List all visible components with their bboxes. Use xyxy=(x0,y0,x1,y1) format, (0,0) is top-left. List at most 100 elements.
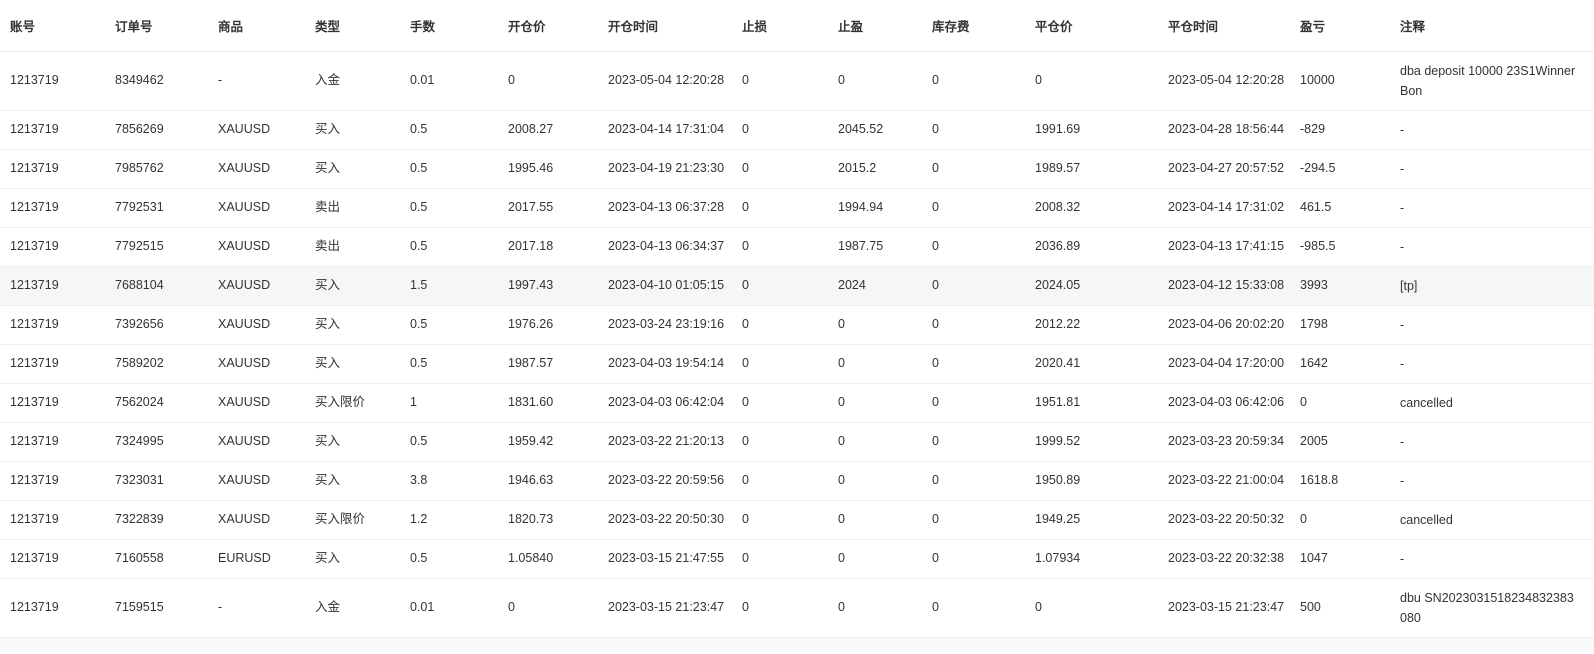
cell-stop_loss: 0 xyxy=(732,500,828,540)
cell-type: 买入 xyxy=(305,539,400,579)
cell-close_time: 2023-04-04 17:20:00 xyxy=(1158,344,1290,384)
cell-note: - xyxy=(1390,461,1594,501)
cell-open_price: 1995.46 xyxy=(498,149,598,189)
cell-open_price: 1.05840 xyxy=(498,539,598,579)
table-row[interactable]: 1213719 8349462- 入金 0.01 0 2023-05-04 12:20:2… xyxy=(0,51,1594,111)
cell-profit_loss: 0 xyxy=(1290,383,1390,423)
cell-note: - xyxy=(1390,305,1594,345)
cell-symbol: XAUUSD xyxy=(208,305,305,345)
table-row[interactable]: 1213719 7159515- 入金 0.01 0 2023-03-15 21:23:4… xyxy=(0,578,1594,638)
cell-storage_fee: 0 xyxy=(922,578,1025,638)
cell-account: 1213719 xyxy=(0,110,105,150)
cell-open_price: 2017.18 xyxy=(498,227,598,267)
cell-symbol: XAUUSD xyxy=(208,227,305,267)
cell-account: 1213719 xyxy=(0,266,105,306)
cell-close_price: 2008.32 xyxy=(1025,188,1158,228)
cell-symbol: XAUUSD xyxy=(208,149,305,189)
cell-close_time: 2023-04-03 06:42:06 xyxy=(1158,383,1290,423)
cell-lots: 0.5 xyxy=(400,149,498,189)
cell-stop_loss: 0 xyxy=(732,578,828,638)
cell-account: 1213719 xyxy=(0,461,105,501)
cell-take_profit: 1987.75 xyxy=(828,227,922,267)
cell-open_time: 2023-04-13 06:37:28 xyxy=(598,188,732,228)
column-header-open_price: 开仓价 xyxy=(498,0,598,52)
cell-open_price: 1976.26 xyxy=(498,305,598,345)
cell-lots: 1.2 xyxy=(400,500,498,540)
cell-close_time: 2023-03-22 21:00:04 xyxy=(1158,461,1290,501)
cell-storage_fee: 0 xyxy=(922,422,1025,462)
cell-symbol: XAUUSD xyxy=(208,422,305,462)
cell-open_time: 2023-04-19 21:23:30 xyxy=(598,149,732,189)
cell-storage_fee: 0 xyxy=(922,188,1025,228)
cell-storage_fee: 0 xyxy=(922,305,1025,345)
table-row[interactable]: 1213719 7323031 XAUUSD 买入 3.8 1946.63 2023-03-… xyxy=(0,461,1594,501)
cell-symbol: - xyxy=(208,578,305,638)
cell-open_time: 2023-04-13 06:34:37 xyxy=(598,227,732,267)
cell-storage_fee: 0 xyxy=(922,461,1025,501)
cell-order_no: 7160558 xyxy=(105,539,208,579)
cell-close_time: 2023-04-27 20:57:52 xyxy=(1158,149,1290,189)
cell-lots: 0.01 xyxy=(400,578,498,638)
cell-type: 卖出 xyxy=(305,227,400,267)
cell-take_profit: 0 xyxy=(828,51,922,111)
cell-account: 1213719 xyxy=(0,188,105,228)
column-header-stop_loss: 止损 xyxy=(732,0,828,52)
table-row[interactable]: 1213719 7160558 EURUSD 买入 0.5 1.05840 2023-03-… xyxy=(0,539,1594,579)
cell-symbol: XAUUSD xyxy=(208,344,305,384)
cell-order_no: 7322839 xyxy=(105,500,208,540)
cell-profit_loss: 461.5 xyxy=(1290,188,1390,228)
table-row[interactable]: 1213719 7392656 XAUUSD 买入 0.5 1976.26 2023-03-… xyxy=(0,305,1594,345)
table-row[interactable]: 1213719 7792515 XAUUSD 卖出 0.5 2017.18 2023-04-… xyxy=(0,227,1594,267)
cell-stop_loss: 0 xyxy=(732,383,828,423)
cell-symbol: XAUUSD xyxy=(208,500,305,540)
cell-account: 1213719 xyxy=(0,383,105,423)
cell-take_profit: 0 xyxy=(828,539,922,579)
cell-account: 1213719 xyxy=(0,344,105,384)
table-row[interactable]: 1213719 7322839 XAUUSD 买入限价 1.2 1820.73 2023-0… xyxy=(0,500,1594,540)
cell-note: - xyxy=(1390,227,1594,267)
cell-profit_loss: 1642 xyxy=(1290,344,1390,384)
cell-close_time: 2023-03-22 20:32:38 xyxy=(1158,539,1290,579)
cell-open_time: 2023-03-24 23:19:16 xyxy=(598,305,732,345)
cell-open_price: 1987.57 xyxy=(498,344,598,384)
cell-take_profit: 2024 xyxy=(828,266,922,306)
column-header-profit_loss: 盈亏 xyxy=(1290,0,1390,52)
cell-close_price: 1991.69 xyxy=(1025,110,1158,150)
cell-profit_loss: 2005 xyxy=(1290,422,1390,462)
cell-open_time: 2023-03-22 20:59:56 xyxy=(598,461,732,501)
cell-lots: 0.01 xyxy=(400,51,498,111)
cell-close_time: 2023-04-14 17:31:02 xyxy=(1158,188,1290,228)
cell-stop_loss: 0 xyxy=(732,461,828,501)
table-row[interactable]: 1213719 7856269 XAUUSD 买入 0.5 2008.27 2023-04-… xyxy=(0,110,1594,150)
cell-storage_fee: 0 xyxy=(922,149,1025,189)
table-row[interactable]: 1213719 7589202 XAUUSD 买入 0.5 1987.57 2023-04-… xyxy=(0,344,1594,384)
cell-profit_loss: 0 xyxy=(1290,500,1390,540)
cell-storage_fee: 0 xyxy=(922,500,1025,540)
table-row[interactable]: 1213719 7792531 XAUUSD 卖出 0.5 2017.55 2023-04-… xyxy=(0,188,1594,228)
table-row[interactable]: 1213719 7562024 XAUUSD 买入限价 1 1831.60 2023-04-… xyxy=(0,383,1594,423)
cell-symbol: XAUUSD xyxy=(208,266,305,306)
table-row[interactable]: 1213719 7324995 XAUUSD 买入 0.5 1959.42 2023-03-… xyxy=(0,422,1594,462)
column-header-note: 注释 xyxy=(1390,0,1594,52)
cell-take_profit: 0 xyxy=(828,461,922,501)
cell-open_price: 1959.42 xyxy=(498,422,598,462)
cell-account: 1213719 xyxy=(0,149,105,189)
orders-table-body: 1213719 8349462- 入金 0.01 0 2023-05-04 12:20:2… xyxy=(0,51,1594,638)
table-row[interactable]: 1213719 7688104 XAUUSD 买入 1.5 1997.43 2023-04-… xyxy=(0,266,1594,306)
cell-open_time: 2023-03-22 21:20:13 xyxy=(598,422,732,462)
cell-type: 买入 xyxy=(305,422,400,462)
cell-stop_loss: 0 xyxy=(732,539,828,579)
cell-open_time: 2023-03-15 21:23:47 xyxy=(598,578,732,638)
cell-profit_loss: 1618.8 xyxy=(1290,461,1390,501)
cell-symbol: EURUSD xyxy=(208,539,305,579)
cell-stop_loss: 0 xyxy=(732,110,828,150)
cell-note: - xyxy=(1390,422,1594,462)
cell-lots: 1.5 xyxy=(400,266,498,306)
table-row[interactable]: 1213719 7985762 XAUUSD 买入 0.5 1995.46 2023-04-… xyxy=(0,149,1594,189)
cell-profit_loss: 500 xyxy=(1290,578,1390,638)
cell-type: 买入 xyxy=(305,305,400,345)
cell-order_no: 7159515 xyxy=(105,578,208,638)
cell-close_time: 2023-04-13 17:41:15 xyxy=(1158,227,1290,267)
header-row: 账号 订单号 商品 类型 手数 开仓价 开仓时间 止损 止盈 库存费 平仓价 平仓时间 盈亏 注释 xyxy=(0,0,1594,52)
cell-type: 入金 xyxy=(305,578,400,638)
